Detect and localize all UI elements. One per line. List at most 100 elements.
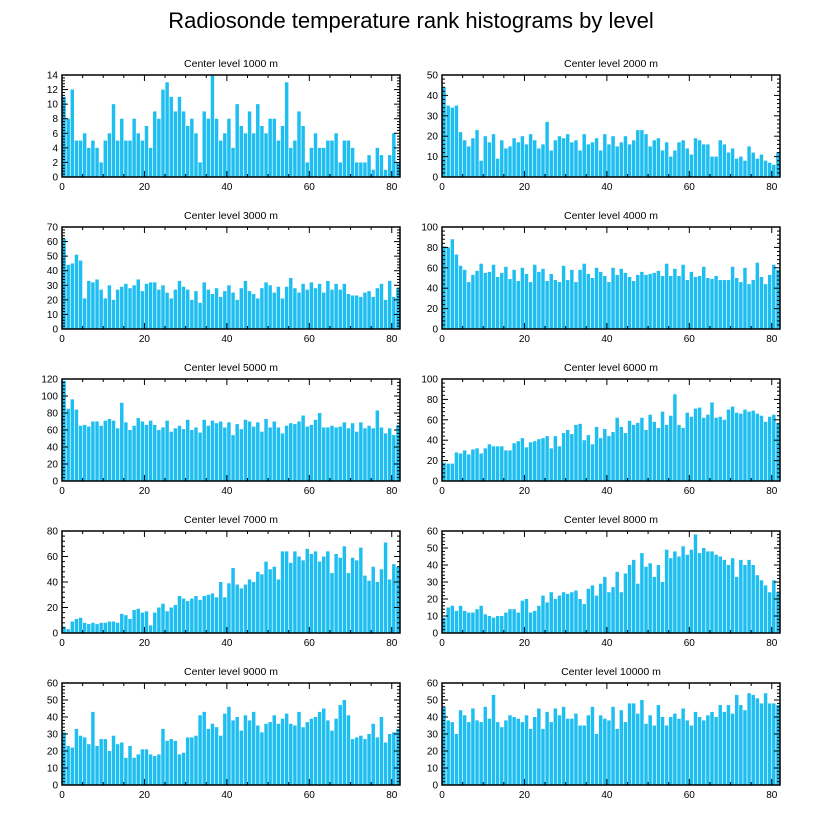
bar	[297, 711, 301, 785]
bar	[70, 399, 75, 481]
bar	[512, 138, 516, 177]
bar	[747, 693, 751, 785]
bar	[289, 147, 293, 177]
chart-panel-1: Center level 1000 m 0 2 4 6 8 10 12 14 0 20 40 60 80	[47, 58, 401, 193]
y-tick-label: 0	[432, 781, 438, 792]
bar	[743, 160, 747, 177]
bar	[656, 138, 661, 177]
plot-frame	[441, 378, 781, 482]
bar	[693, 534, 698, 633]
bar	[590, 142, 595, 177]
bar	[500, 140, 504, 177]
bar	[214, 118, 219, 177]
bar	[702, 720, 706, 785]
y-tick-label: 2	[52, 158, 58, 169]
bar	[557, 595, 562, 633]
bar	[664, 725, 669, 785]
bar	[322, 556, 326, 633]
x-tick-label: 60	[684, 790, 696, 801]
bar	[87, 147, 91, 177]
bar	[549, 722, 553, 785]
bar	[359, 735, 363, 785]
bar	[140, 421, 145, 481]
bar	[739, 705, 743, 785]
bar	[565, 430, 570, 481]
bar	[120, 286, 124, 329]
bar	[272, 292, 277, 329]
bar	[520, 722, 525, 785]
bar	[74, 140, 79, 177]
bar	[256, 725, 260, 785]
bar	[495, 446, 500, 481]
bar	[260, 732, 264, 785]
bar	[144, 749, 149, 785]
bar	[570, 592, 574, 633]
y-tick-label: 4	[52, 143, 58, 154]
bar	[598, 271, 603, 329]
x-tick-label: 20	[139, 638, 151, 649]
bar	[747, 284, 751, 329]
bar	[722, 280, 727, 329]
bar	[260, 126, 264, 177]
y-tick-label: 80	[427, 395, 439, 406]
bar	[648, 715, 652, 785]
bar	[648, 563, 652, 633]
bar	[227, 422, 231, 481]
bar	[636, 583, 640, 633]
bar	[726, 409, 731, 481]
y-tick-label: 120	[41, 375, 58, 386]
bar	[190, 737, 194, 785]
bar	[487, 616, 492, 633]
bar	[227, 118, 231, 177]
bar	[710, 279, 714, 329]
y-tick-label: 20	[427, 747, 439, 758]
bar	[549, 273, 553, 329]
bar	[280, 126, 285, 177]
bar	[169, 298, 173, 329]
bar	[301, 283, 305, 329]
bar	[739, 156, 743, 177]
y-tick-label: 20	[47, 603, 59, 614]
bar	[185, 419, 190, 481]
bar	[383, 433, 388, 481]
bar	[383, 542, 388, 633]
bar	[557, 282, 562, 329]
bar	[363, 428, 367, 481]
chart-panel-5: Center level 5000 m 0 20 40 60 80 100 120 0 20 40 6…	[41, 362, 401, 497]
bar	[359, 547, 363, 633]
bar	[524, 715, 529, 785]
bar	[475, 609, 479, 633]
x-tick-label: 40	[601, 486, 613, 497]
x-tick-label: 60	[304, 486, 316, 497]
bar	[491, 134, 496, 177]
bar	[524, 599, 529, 633]
bar	[594, 734, 599, 785]
bar	[524, 273, 529, 329]
bar	[454, 452, 459, 481]
y-tick-label: 30	[427, 111, 439, 122]
bar	[533, 441, 537, 481]
bar	[313, 717, 318, 785]
bar	[272, 715, 277, 785]
bar	[95, 279, 99, 329]
bar	[533, 717, 537, 785]
bar	[619, 710, 624, 785]
bar	[202, 419, 206, 481]
bar	[533, 610, 537, 633]
bar	[371, 723, 375, 785]
bar	[293, 551, 297, 633]
y-tick-label: 60	[427, 263, 439, 274]
bar	[673, 268, 677, 329]
bar	[161, 603, 165, 633]
bar	[99, 162, 103, 177]
bar	[652, 421, 657, 481]
bar	[293, 288, 297, 329]
bar	[305, 162, 309, 177]
bar	[541, 728, 545, 785]
bar	[144, 424, 149, 481]
bar	[111, 299, 116, 329]
bar	[342, 422, 347, 481]
bar	[446, 105, 450, 177]
bar	[442, 617, 446, 633]
bar	[730, 406, 735, 481]
